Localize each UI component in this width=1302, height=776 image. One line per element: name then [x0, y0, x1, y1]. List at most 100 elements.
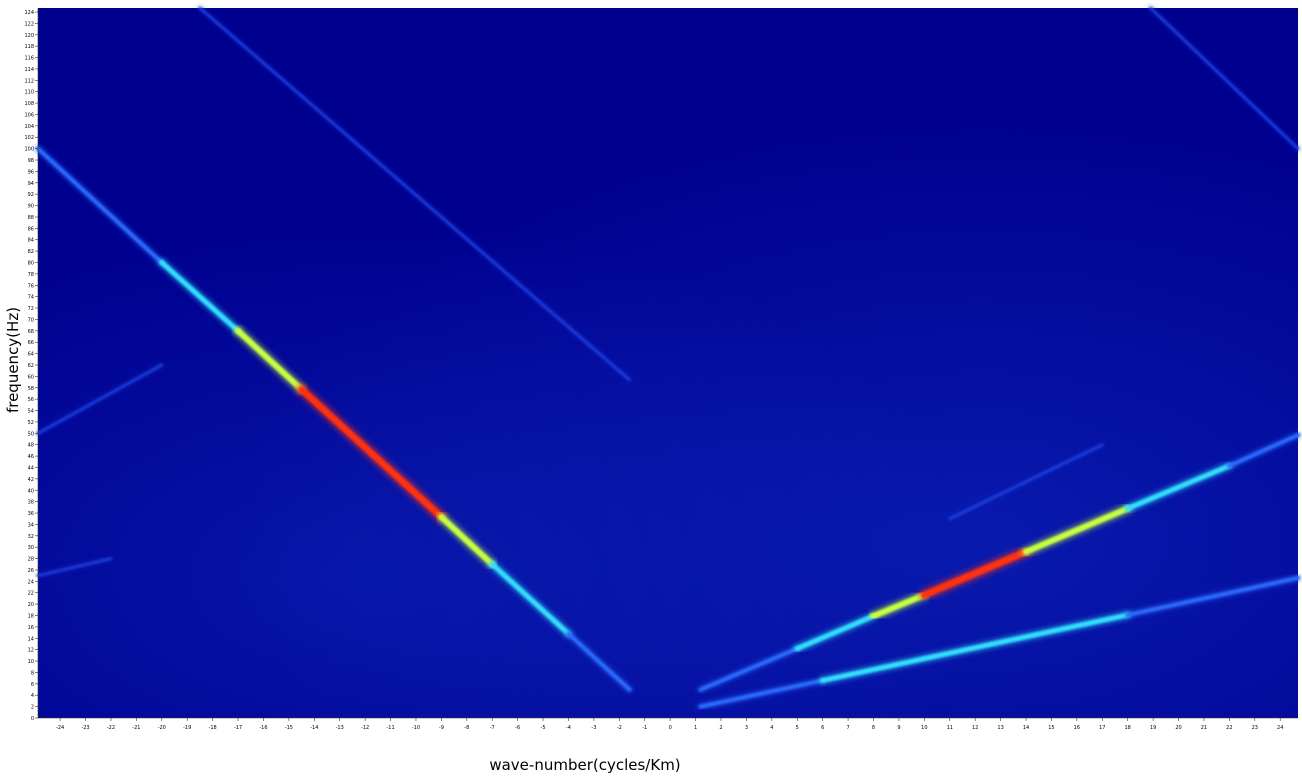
y-tick-label: 38	[28, 500, 34, 506]
y-tick-label: 46	[28, 454, 34, 460]
x-tick-label: 21	[1201, 725, 1207, 731]
y-tick-label: 48	[28, 443, 34, 449]
x-tick-label: 15	[1048, 725, 1054, 731]
y-tick-label: 30	[28, 545, 34, 551]
x-tick-label: 16	[1074, 725, 1080, 731]
x-tick-label: 1	[694, 725, 697, 731]
x-axis-label: wave-number(cycles/Km)	[489, 756, 680, 774]
x-tick-label: 13	[997, 725, 1003, 731]
y-tick-label: 62	[28, 363, 34, 369]
x-tick-label: 17	[1099, 725, 1105, 731]
y-tick-label: 80	[28, 261, 34, 267]
y-tick-label: 118	[24, 44, 34, 50]
y-tick-label: 14	[28, 636, 34, 642]
y-tick-label: 122	[24, 21, 34, 27]
x-tick-label: -18	[209, 725, 217, 731]
y-tick-label: 20	[28, 602, 34, 608]
x-tick-label: 0	[669, 725, 672, 731]
y-tick-label: 98	[28, 158, 34, 164]
y-tick-label: 32	[28, 534, 34, 540]
x-tick-label: -17	[234, 725, 242, 731]
x-tick-label: -19	[183, 725, 191, 731]
x-tick-label: -21	[132, 725, 140, 731]
x-tick-label: -20	[158, 725, 166, 731]
y-tick-label: 66	[28, 340, 34, 346]
y-tick-label: 84	[28, 238, 34, 244]
y-tick-label: 54	[28, 409, 34, 415]
x-tick-label: -12	[361, 725, 369, 731]
y-tick-label: 108	[24, 101, 34, 107]
y-tick-label: 76	[28, 283, 34, 289]
y-tick-label: 92	[28, 192, 34, 198]
y-tick-label: 42	[28, 477, 34, 483]
y-tick-label: 0	[31, 716, 34, 722]
x-tick-label: -8	[464, 725, 469, 731]
y-tick-label: 124	[24, 10, 34, 16]
x-tick-label: 10	[921, 725, 927, 731]
page: {"chart_data": { "type": "fk-spectrum", …	[0, 0, 1302, 776]
y-tick-label: 74	[28, 295, 34, 301]
x-tick-label: -23	[81, 725, 89, 731]
y-tick-label: 70	[28, 317, 34, 323]
y-tick-label: 34	[28, 522, 34, 528]
x-tick-label: -2	[617, 725, 622, 731]
x-tick-label: 7	[846, 725, 849, 731]
y-tick-label: 26	[28, 568, 34, 574]
y-tick-label: 68	[28, 329, 34, 335]
y-tick-label: 102	[24, 135, 34, 141]
y-tick-label: 24	[28, 579, 34, 585]
y-tick-label: 60	[28, 374, 34, 380]
y-tick-label: 58	[28, 386, 34, 392]
x-tick-label: -14	[310, 725, 318, 731]
y-tick-label: 120	[24, 33, 34, 39]
y-tick-label: 96	[28, 169, 34, 175]
x-tick-label: -9	[439, 725, 444, 731]
y-tick-label: 72	[28, 306, 34, 312]
y-tick-label: 100	[24, 147, 34, 153]
y-tick-label: 94	[28, 181, 34, 187]
y-tick-label: 36	[28, 511, 34, 517]
y-tick-label: 114	[24, 67, 34, 73]
y-tick-label: 22	[28, 591, 34, 597]
y-tick-label: 2	[31, 705, 34, 711]
x-tick-label: 8	[872, 725, 875, 731]
y-tick-label: 28	[28, 557, 34, 563]
x-tick-label: -11	[386, 725, 394, 731]
x-tick-label: -10	[412, 725, 420, 731]
x-tick-label: -7	[490, 725, 495, 731]
x-tick-label: -22	[107, 725, 115, 731]
x-tick-label: 2	[719, 725, 722, 731]
y-axis-label: frequency(Hz)	[4, 307, 22, 413]
y-tick-label: 52	[28, 420, 34, 426]
x-tick-label: -6	[515, 725, 520, 731]
x-tick-label: 3	[745, 725, 748, 731]
x-tick-label: 22	[1226, 725, 1232, 731]
y-tick-label: 88	[28, 215, 34, 221]
y-tick-label: 116	[24, 56, 34, 62]
x-tick-label: 4	[770, 725, 773, 731]
y-tick-label: 12	[28, 648, 34, 654]
x-tick-label: -4	[566, 725, 571, 731]
y-tick-label: 50	[28, 431, 34, 437]
x-tick-label: -15	[285, 725, 293, 731]
y-tick-label: 10	[28, 659, 34, 665]
chart: -24-23-22-21-20-19-18-17-16-15-14-13-12-…	[0, 0, 1302, 776]
x-tick-label: 20	[1175, 725, 1181, 731]
y-tick-label: 82	[28, 249, 34, 255]
x-tick-label: 9	[897, 725, 900, 731]
y-tick-label: 44	[28, 465, 34, 471]
x-tick-label: -1	[642, 725, 647, 731]
x-tick-label: 23	[1252, 725, 1258, 731]
x-tick-label: -24	[56, 725, 64, 731]
y-tick-label: 110	[24, 90, 34, 96]
y-tick-label: 56	[28, 397, 34, 403]
y-tick-label: 6	[31, 682, 34, 688]
y-tick-label: 106	[24, 112, 34, 118]
y-tick-label: 4	[31, 693, 34, 699]
x-tick-label: 18	[1125, 725, 1131, 731]
x-tick-label: -16	[259, 725, 267, 731]
y-tick-label: 64	[28, 352, 34, 358]
x-tick-label: 14	[1023, 725, 1029, 731]
y-tick-label: 16	[28, 625, 34, 631]
x-tick-label: 6	[821, 725, 824, 731]
